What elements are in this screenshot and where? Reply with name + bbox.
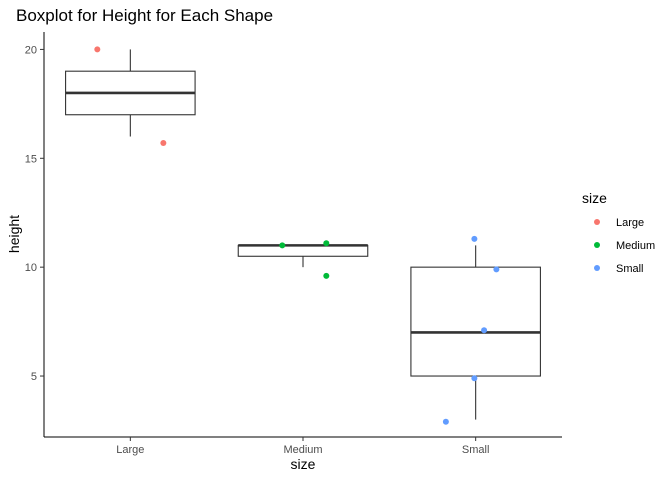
data-point-medium-2 xyxy=(279,242,286,249)
data-point-small-9 xyxy=(471,375,478,382)
box-small xyxy=(410,245,541,420)
data-point-large-1 xyxy=(160,140,167,147)
box-medium xyxy=(237,244,369,268)
data-point-small-5 xyxy=(442,418,449,425)
data-point-large-0 xyxy=(94,46,101,53)
legend: size Large Medium Small xyxy=(582,190,655,275)
legend-label-large: Large xyxy=(616,217,644,229)
x-tick-label-small: Small xyxy=(462,444,490,456)
box-rect-small xyxy=(410,266,541,377)
legend-key-small xyxy=(594,265,600,271)
x-axis-title: size xyxy=(291,456,316,472)
y-tick-label-5: 5 xyxy=(31,371,37,383)
plot-area xyxy=(65,46,541,425)
chart-title: Boxplot for Height for Each Shape xyxy=(16,6,273,25)
y-tick-label-15: 15 xyxy=(25,153,37,165)
x-tick-label-medium: Medium xyxy=(283,444,322,456)
legend-title: size xyxy=(582,190,607,206)
data-point-small-6 xyxy=(471,235,478,242)
box-large xyxy=(65,49,196,137)
legend-key-large xyxy=(594,219,600,225)
legend-key-medium xyxy=(594,242,600,248)
y-tick-label-20: 20 xyxy=(25,44,37,56)
legend-label-medium: Medium xyxy=(616,240,655,252)
data-point-small-8 xyxy=(481,327,488,334)
box-rect-medium xyxy=(237,244,369,257)
data-point-medium-3 xyxy=(323,240,330,247)
legend-label-small: Small xyxy=(616,263,644,275)
data-point-small-7 xyxy=(493,266,500,273)
y-axis-title: height xyxy=(6,215,22,253)
y-tick-label-10: 10 xyxy=(25,262,37,274)
x-tick-label-large: Large xyxy=(116,444,144,456)
data-point-medium-4 xyxy=(323,272,330,279)
axes: 5 10 15 20 Large Medium Small xyxy=(25,32,562,456)
